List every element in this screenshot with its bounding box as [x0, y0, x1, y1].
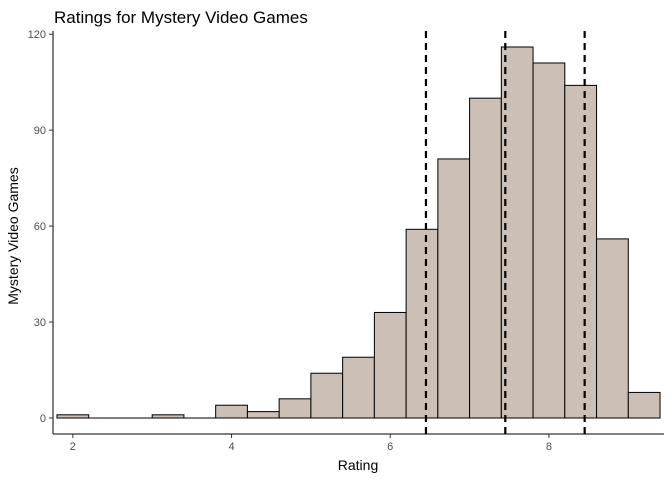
axes: 2 4 6 8 0 30 60 90 120 [28, 29, 664, 453]
histogram-bar [500, 46, 534, 419]
x-tick-label: 6 [387, 441, 393, 453]
y-tick-label: 120 [28, 29, 46, 41]
histogram-bar [342, 356, 375, 419]
histogram-bar [246, 411, 280, 419]
chart-title: Ratings for Mystery Video Games [54, 8, 308, 27]
histogram-bar [596, 238, 629, 419]
histogram-bar [373, 311, 407, 419]
histogram-bar [56, 414, 90, 419]
y-tick-label: 0 [40, 413, 46, 425]
y-tick-label: 90 [34, 125, 46, 137]
y-tick-label: 60 [34, 221, 46, 233]
histogram-bar [469, 97, 502, 419]
x-tick-label: 4 [228, 441, 234, 453]
histogram-bar [278, 398, 312, 419]
x-tick-label: 2 [70, 441, 76, 453]
histogram-bar [215, 404, 248, 419]
histogram-bar [437, 158, 471, 419]
histogram-bar [532, 62, 566, 419]
histogram-bar [405, 228, 439, 419]
histogram-bar [627, 391, 661, 419]
y-axis-title: Mystery Video Games [5, 167, 21, 304]
bars-layer [56, 46, 661, 419]
y-tick-label: 30 [34, 317, 46, 329]
x-axis-title: Rating [338, 457, 378, 473]
x-tick-label: 8 [546, 441, 552, 453]
histogram-bar [151, 414, 185, 419]
histogram-bar [564, 84, 598, 419]
histogram-bar [310, 372, 344, 419]
